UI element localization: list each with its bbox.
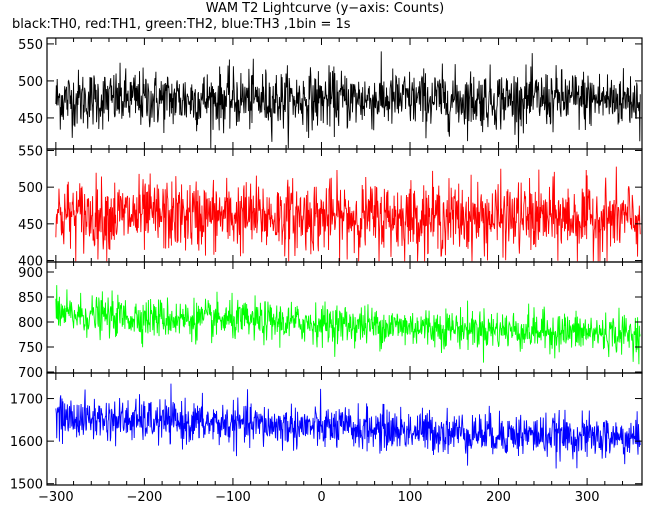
y-tick-label: 400 [18,255,43,270]
chart-title: WAM T2 Lightcurve (y−axis: Counts) [205,1,445,16]
y-tick-label: 1700 [10,393,43,408]
x-tick-label: −100 [215,490,251,505]
series-line-th1 [55,166,641,262]
x-tick-label: 100 [398,490,423,505]
panel-frame-4 [46,372,643,486]
y-tick-label: 500 [18,181,43,196]
y-tick-label: 750 [18,341,43,356]
y-tick-label: 800 [18,316,43,331]
x-tick-label: −300 [38,490,74,505]
y-tick-label: 850 [18,291,43,306]
series-line-th3 [55,383,641,469]
x-tick-label: −200 [127,490,163,505]
y-tick-label: 550 [18,38,43,53]
y-tick-label: 450 [18,112,43,127]
series-line-th0 [55,51,641,149]
y-tick-label: 500 [18,75,43,90]
y-tick-label: 1500 [10,478,43,493]
x-tick-label: 200 [486,490,511,505]
chart-subtitle: black:TH0, red:TH1, green:TH2, blue:TH3 … [12,17,351,32]
x-tick-label: 0 [317,490,325,505]
y-tick-label: 550 [18,144,43,159]
y-tick-label: 900 [18,266,43,281]
x-tick-label: 300 [575,490,600,505]
y-tick-label: 700 [18,366,43,381]
y-tick-label: 1600 [10,435,43,450]
series-line-th2 [55,285,641,365]
y-tick-label: 450 [18,218,43,233]
